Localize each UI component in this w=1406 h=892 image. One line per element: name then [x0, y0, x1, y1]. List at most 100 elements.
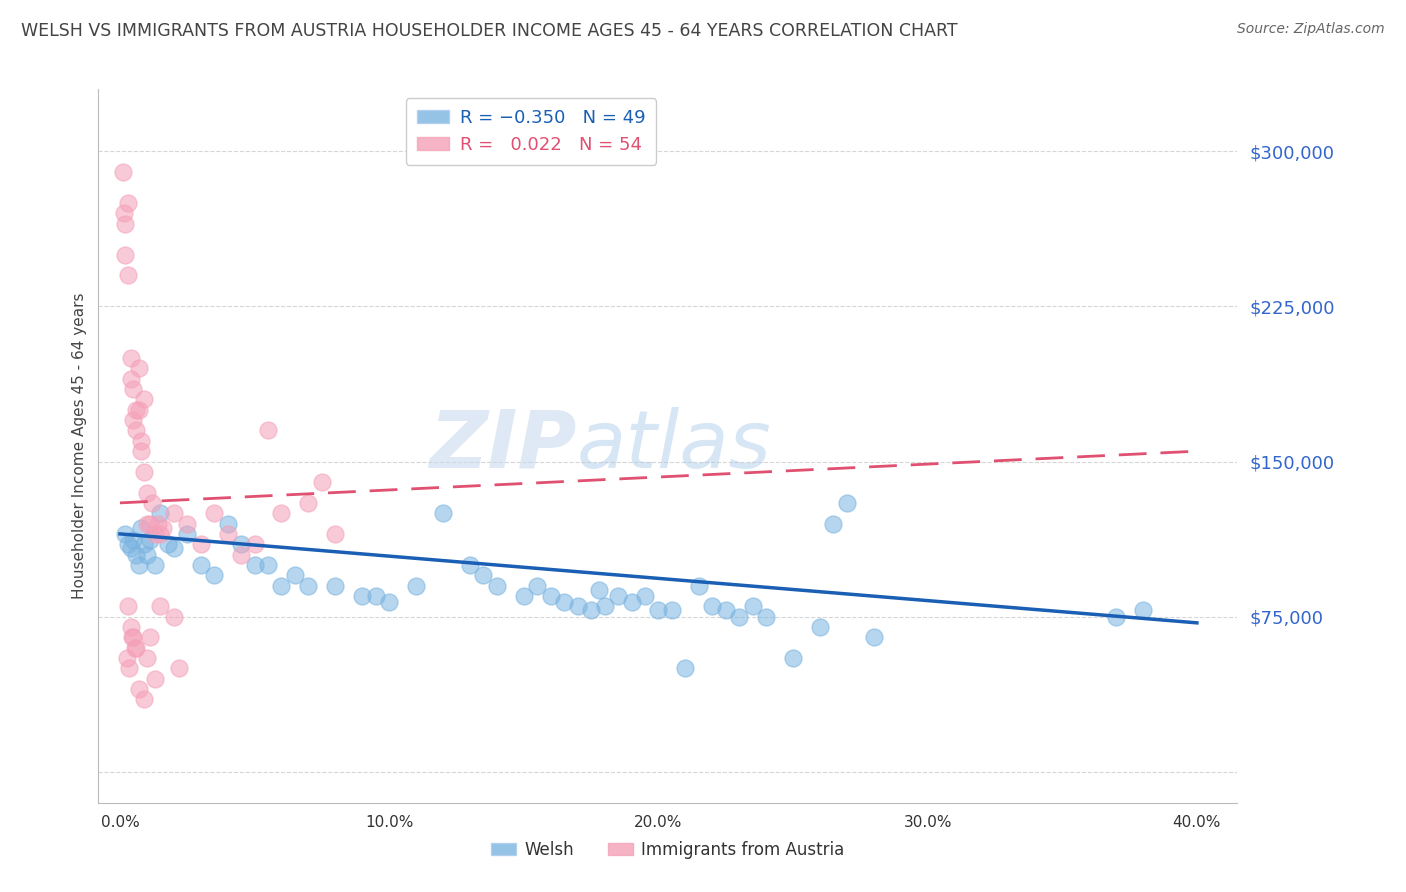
Legend: Welsh, Immigrants from Austria: Welsh, Immigrants from Austria — [485, 835, 851, 866]
Point — [325, 579, 347, 593]
Point — [567, 599, 589, 614]
Point — [163, 506, 186, 520]
Point — [217, 516, 239, 531]
Point — [257, 424, 280, 438]
Point — [134, 392, 156, 407]
Text: Source: ZipAtlas.com: Source: ZipAtlas.com — [1237, 22, 1385, 37]
Point — [143, 558, 166, 572]
Point — [124, 640, 146, 655]
Point — [134, 465, 156, 479]
Point — [135, 485, 157, 500]
Point — [131, 434, 153, 448]
Point — [728, 609, 751, 624]
Point — [229, 537, 252, 551]
Point — [149, 506, 172, 520]
Point — [202, 568, 225, 582]
Point — [125, 548, 148, 562]
Point — [135, 516, 157, 531]
Point — [297, 579, 319, 593]
Point — [152, 521, 174, 535]
Point — [176, 516, 198, 531]
Point — [122, 382, 145, 396]
Point — [311, 475, 333, 490]
Point — [405, 579, 427, 593]
Point — [121, 630, 143, 644]
Point — [485, 579, 508, 593]
Point — [131, 444, 153, 458]
Point — [111, 165, 134, 179]
Point — [352, 589, 374, 603]
Point — [112, 206, 135, 220]
Point — [125, 424, 148, 438]
Point — [270, 579, 292, 593]
Point — [620, 595, 643, 609]
Point — [135, 548, 157, 562]
Point — [270, 506, 292, 520]
Point — [217, 527, 239, 541]
Point — [125, 640, 148, 655]
Point — [714, 603, 737, 617]
Point — [378, 595, 401, 609]
Point — [702, 599, 724, 614]
Point — [135, 651, 157, 665]
Point — [243, 537, 266, 551]
Point — [782, 651, 804, 665]
Point — [141, 496, 163, 510]
Point — [122, 630, 145, 644]
Point — [458, 558, 481, 572]
Point — [202, 506, 225, 520]
Point — [257, 558, 280, 572]
Point — [472, 568, 495, 582]
Point — [661, 603, 683, 617]
Point — [146, 516, 169, 531]
Point — [114, 527, 136, 541]
Point — [588, 582, 610, 597]
Point — [540, 589, 562, 603]
Point — [229, 548, 252, 562]
Point — [284, 568, 307, 582]
Point — [755, 609, 778, 624]
Point — [143, 527, 166, 541]
Point — [607, 589, 630, 603]
Point — [1132, 603, 1154, 617]
Point — [688, 579, 710, 593]
Point — [117, 599, 139, 614]
Point — [120, 372, 142, 386]
Point — [526, 579, 548, 593]
Point — [138, 533, 160, 548]
Point — [862, 630, 884, 644]
Point — [134, 537, 156, 551]
Point — [115, 651, 138, 665]
Point — [673, 661, 696, 675]
Point — [117, 196, 139, 211]
Point — [163, 609, 186, 624]
Point — [163, 541, 186, 556]
Point — [808, 620, 831, 634]
Point — [593, 599, 616, 614]
Point — [125, 402, 148, 417]
Point — [114, 217, 136, 231]
Point — [122, 533, 145, 548]
Point — [432, 506, 454, 520]
Point — [128, 361, 150, 376]
Point — [634, 589, 657, 603]
Point — [134, 692, 156, 706]
Point — [138, 516, 160, 531]
Point — [190, 537, 212, 551]
Point — [138, 630, 160, 644]
Point — [114, 248, 136, 262]
Point — [149, 527, 172, 541]
Point — [167, 661, 190, 675]
Point — [143, 672, 166, 686]
Y-axis label: Householder Income Ages 45 - 64 years: Householder Income Ages 45 - 64 years — [72, 293, 87, 599]
Point — [176, 527, 198, 541]
Point — [243, 558, 266, 572]
Point — [117, 268, 139, 283]
Point — [120, 620, 142, 634]
Point — [157, 537, 180, 551]
Point — [823, 516, 845, 531]
Point — [835, 496, 858, 510]
Point — [553, 595, 575, 609]
Text: atlas: atlas — [576, 407, 772, 485]
Point — [325, 527, 347, 541]
